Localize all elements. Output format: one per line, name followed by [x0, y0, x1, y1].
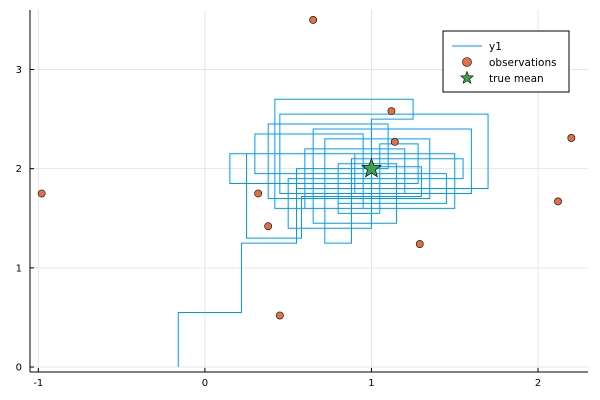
observation-point-5 — [387, 107, 396, 116]
y-tick-label-2: 2 — [16, 164, 22, 175]
legend-label-y1: y1 — [489, 41, 502, 53]
x-tick-label-1: 0 — [202, 378, 208, 389]
observation-point-3 — [264, 222, 273, 231]
y-tick-label-1: 1 — [16, 263, 22, 274]
series-y1-path — [177, 98, 489, 368]
legend-label-true-mean: true mean — [489, 73, 544, 85]
axes — [29, 10, 588, 373]
x-tick-label-0: -1 — [33, 378, 43, 389]
observation-point-4 — [275, 311, 284, 320]
observation-point-7 — [415, 240, 424, 248]
legend-swatch-observations — [462, 57, 472, 67]
legend: y1 observations true mean — [442, 30, 570, 93]
legend-label-observations: observations — [489, 57, 557, 69]
true-mean-marker — [360, 157, 382, 178]
y-tick-label-3: 3 — [16, 65, 22, 76]
y-tick-label-0: 0 — [16, 363, 22, 374]
x-tick-label-3: 2 — [535, 378, 541, 389]
observation-point-8 — [554, 197, 562, 206]
observation-point-2 — [254, 189, 263, 198]
series-layer — [37, 16, 576, 368]
x-tick-label-2: 1 — [368, 378, 374, 389]
legend-swatch-true-mean — [460, 70, 474, 84]
observation-point-0 — [309, 16, 318, 24]
observation-point-6 — [390, 138, 399, 146]
observation-point-1 — [37, 189, 46, 198]
tick-labels: -1 0 1 2 0 1 2 3 — [16, 65, 542, 389]
observation-point-9 — [567, 134, 576, 142]
